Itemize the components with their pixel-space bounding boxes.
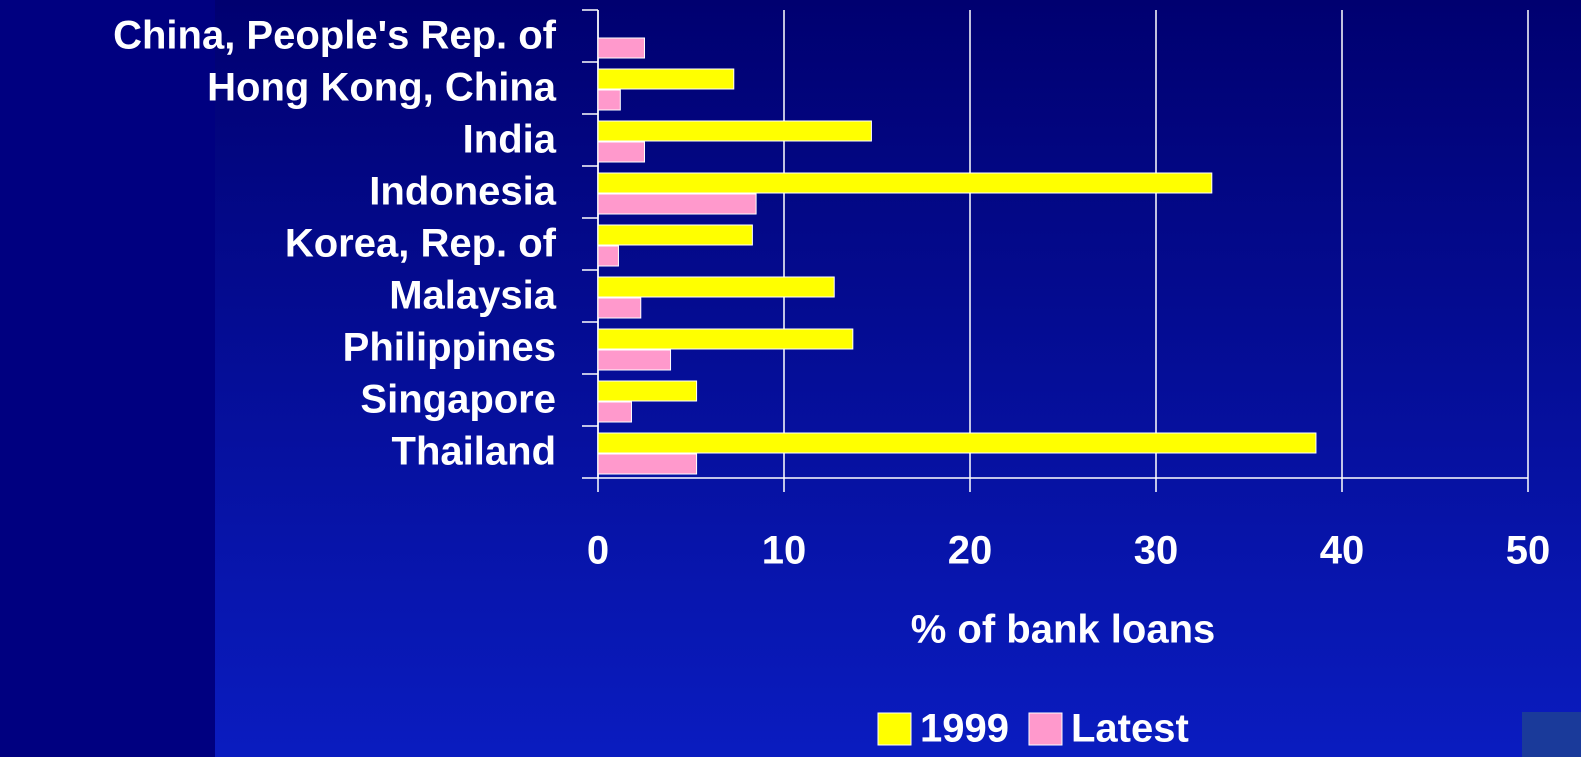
bar bbox=[597, 172, 1213, 194]
y-tick-label: Philippines bbox=[343, 326, 556, 370]
bar bbox=[597, 89, 621, 111]
y-tick-label: Singapore bbox=[360, 378, 556, 422]
y-tick-label: Korea, Rep. of bbox=[285, 222, 557, 266]
y-tick-label: India bbox=[463, 118, 557, 162]
bar bbox=[597, 193, 757, 215]
y-tick-label: Malaysia bbox=[389, 274, 557, 318]
y-tick-label: Thailand bbox=[392, 430, 556, 474]
y-tick-label: China, People's Rep. of bbox=[113, 14, 557, 58]
legend-swatch bbox=[1028, 712, 1063, 746]
x-tick-label: 10 bbox=[762, 529, 807, 573]
x-tick-label: 0 bbox=[587, 529, 609, 573]
corner-block bbox=[1522, 712, 1581, 757]
bar bbox=[597, 141, 645, 163]
x-axis-title: % of bank loans bbox=[911, 608, 1216, 652]
bar bbox=[597, 224, 753, 246]
bar bbox=[597, 380, 698, 402]
x-tick-label: 20 bbox=[948, 529, 993, 573]
side-strip bbox=[0, 0, 215, 757]
bar bbox=[597, 432, 1317, 454]
bar bbox=[597, 276, 835, 298]
bar bbox=[597, 453, 698, 475]
legend-swatch bbox=[877, 712, 912, 746]
bar bbox=[597, 120, 872, 142]
bar bbox=[597, 401, 632, 423]
bar bbox=[597, 245, 619, 267]
bar bbox=[597, 328, 854, 350]
x-tick-label: 50 bbox=[1506, 529, 1551, 573]
y-tick-label: Hong Kong, China bbox=[207, 66, 557, 110]
x-tick-label: 30 bbox=[1134, 529, 1179, 573]
x-tick-label: 40 bbox=[1320, 529, 1365, 573]
bar bbox=[597, 68, 735, 90]
legend-label: Latest bbox=[1071, 707, 1189, 751]
y-tick-label: Indonesia bbox=[369, 170, 556, 214]
bar bbox=[597, 297, 642, 319]
legend-label: 1999 bbox=[920, 707, 1009, 751]
bar bbox=[597, 349, 672, 371]
bar bbox=[597, 37, 645, 59]
